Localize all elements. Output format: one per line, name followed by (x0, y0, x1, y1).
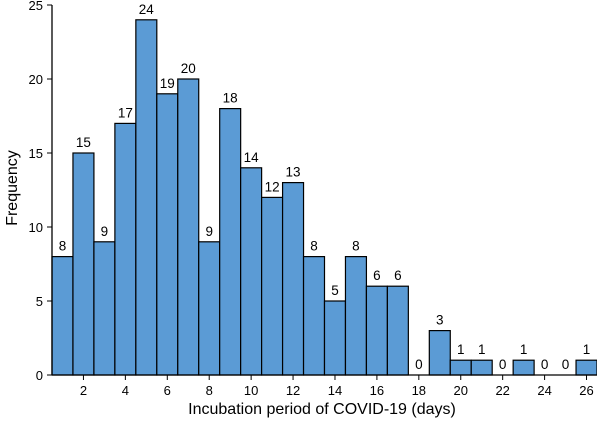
bar-label-10: 14 (244, 150, 260, 165)
x-tick-label-6: 6 (164, 383, 171, 398)
x-tick-label-18: 18 (412, 383, 426, 398)
x-tick-label-12: 12 (286, 383, 300, 398)
bar-label-24: 0 (541, 357, 549, 372)
bar-label-3: 9 (101, 224, 109, 239)
x-tick-label-2: 2 (80, 383, 87, 398)
bar-label-16: 6 (373, 268, 381, 283)
bar-label-2: 15 (76, 135, 91, 150)
y-tick-label-10: 10 (29, 220, 43, 235)
bar-label-6: 19 (160, 76, 175, 91)
bar-5 (135, 19, 158, 376)
bar-label-26: 1 (583, 342, 591, 357)
bar-9 (219, 107, 242, 376)
bars-group (51, 19, 597, 376)
bar-label-13: 8 (310, 239, 318, 254)
y-axis-title: Frequency (4, 150, 21, 226)
bar-17 (386, 285, 409, 376)
bar-label-25: 0 (562, 357, 570, 372)
y-tick-label-0: 0 (36, 368, 43, 383)
bar-15 (344, 256, 368, 376)
bar-6 (156, 93, 179, 376)
x-tick-label-14: 14 (328, 383, 342, 398)
bar-4 (114, 122, 137, 376)
bar-13 (302, 256, 326, 376)
bar-20 (449, 359, 472, 376)
axes-group (51, 5, 597, 376)
y-tick-label-20: 20 (29, 72, 43, 87)
bar-8 (198, 241, 221, 376)
bar-label-7: 20 (181, 61, 196, 76)
bar-14 (323, 300, 347, 376)
bar-label-20: 1 (457, 342, 465, 357)
bar-label-8: 9 (205, 224, 213, 239)
x-tick-label-10: 10 (244, 383, 258, 398)
bar-label-5: 24 (139, 2, 155, 17)
x-tick-label-26: 26 (579, 383, 593, 398)
bar-19 (428, 330, 451, 376)
bar-label-17: 6 (394, 268, 402, 283)
x-tick-label-16: 16 (370, 383, 384, 398)
x-tick-label-20: 20 (454, 383, 468, 398)
bar-26 (575, 359, 597, 376)
bar-label-23: 1 (520, 342, 528, 357)
x-tick-label-4: 4 (122, 383, 129, 398)
x-tick-label-22: 22 (495, 383, 509, 398)
bar-1 (51, 256, 74, 376)
bar-label-12: 13 (286, 165, 301, 180)
y-tick-label-15: 15 (29, 146, 43, 161)
bar-label-22: 0 (499, 357, 507, 372)
x-axis-title: Incubation period of COVID-19 (days) (188, 401, 456, 418)
x-tick-label-8: 8 (206, 383, 213, 398)
y-ticks-group: 0 5 10 15 20 25 (29, 0, 52, 383)
bar-label-19: 3 (436, 313, 444, 328)
bar-label-11: 12 (265, 179, 280, 194)
bar-12 (281, 182, 305, 376)
x-ticks-group: 2 4 6 8 10 12 14 16 18 20 22 24 26 (80, 375, 594, 398)
bar-label-14: 5 (331, 283, 339, 298)
bar-3 (93, 241, 116, 376)
bar-2 (72, 152, 95, 376)
bar-11 (261, 196, 284, 376)
x-tick-label-24: 24 (537, 383, 551, 398)
bar-7 (177, 78, 200, 376)
bar-label-4: 17 (118, 105, 133, 120)
y-tick-label-5: 5 (36, 294, 43, 309)
bar-21 (470, 359, 493, 376)
bar-label-1: 8 (59, 239, 67, 254)
bar-label-18: 0 (415, 357, 423, 372)
bar-label-9: 18 (223, 91, 238, 106)
bar-10 (240, 167, 263, 376)
bar-label-21: 1 (478, 342, 486, 357)
y-tick-label-25: 25 (29, 0, 43, 13)
bar-label-15: 8 (352, 239, 360, 254)
bar-23 (512, 359, 535, 376)
bar-16 (365, 285, 388, 376)
